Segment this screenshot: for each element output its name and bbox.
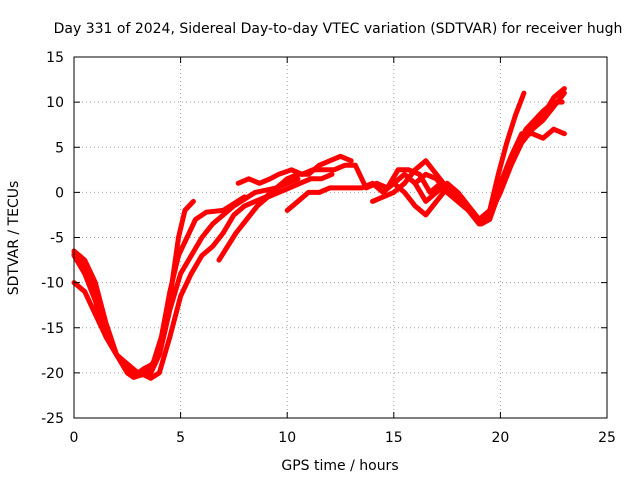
series-line-s10	[216, 171, 335, 263]
series-line-s3	[71, 176, 301, 380]
x-tick-label: 15	[385, 430, 403, 446]
y-tick-label: -15	[41, 321, 64, 337]
y-tick-label: 15	[46, 50, 64, 66]
y-tick-label: -5	[50, 231, 64, 247]
x-tick-label: 5	[176, 430, 185, 446]
y-tick-label: -20	[41, 366, 64, 382]
x-tick-label: 25	[598, 430, 616, 446]
x-axis-label: GPS time / hours	[281, 458, 398, 474]
x-tick-label: 20	[491, 430, 509, 446]
x-tick-label: 0	[70, 430, 79, 446]
y-tick-label: 5	[55, 140, 64, 156]
series-line-s6	[284, 126, 567, 222]
y-tick-label: -25	[41, 411, 64, 427]
x-tick-label: 10	[278, 430, 296, 446]
series-group	[71, 86, 567, 381]
chart-title: Day 331 of 2024, Sidereal Day-to-day VTE…	[54, 21, 623, 37]
y-axis-ticks: -25 -20 -15 -10 -5 0 5 10 15	[41, 50, 607, 427]
series-line-s7	[370, 90, 567, 222]
y-tick-label: -10	[41, 276, 64, 292]
y-tick-label: 10	[46, 95, 64, 111]
series-line-s9	[412, 86, 567, 222]
x-axis-ticks: 0 5 10 15 20 25	[70, 57, 616, 446]
y-axis-label: SDTVAR / TECUs	[6, 181, 22, 296]
y-tick-label: 0	[55, 185, 64, 201]
